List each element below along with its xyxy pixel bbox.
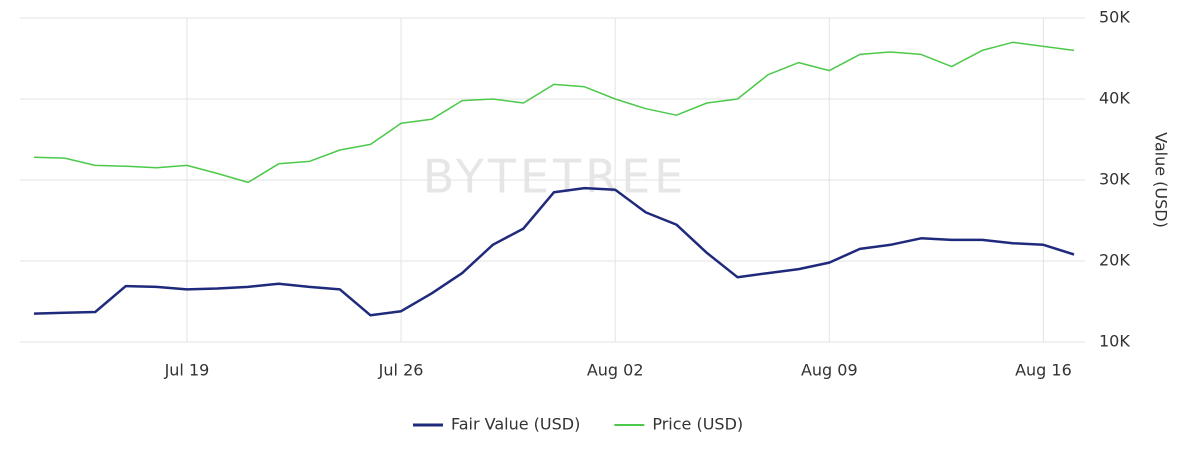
y-tick-label: 40K bbox=[1099, 89, 1130, 108]
y-tick-label: 50K bbox=[1099, 8, 1130, 27]
y-tick-label: 10K bbox=[1099, 332, 1130, 351]
y-tick-label: 20K bbox=[1099, 251, 1130, 270]
x-tick-label: Jul 19 bbox=[164, 361, 210, 380]
y-tick-label: 30K bbox=[1099, 170, 1130, 189]
series-line bbox=[33, 41, 1075, 184]
legend-label: Fair Value (USD) bbox=[451, 415, 580, 434]
y-axis-title: Value (USD) bbox=[1152, 132, 1171, 228]
x-tick-label: Aug 16 bbox=[1015, 361, 1072, 380]
series-line bbox=[33, 186, 1075, 317]
x-tick-label: Aug 09 bbox=[801, 361, 858, 380]
watermark: BYTETREE bbox=[423, 150, 688, 204]
x-tick-label: Jul 26 bbox=[378, 361, 424, 380]
x-tick-label: Aug 02 bbox=[587, 361, 644, 380]
legend-label: Price (USD) bbox=[652, 415, 743, 434]
